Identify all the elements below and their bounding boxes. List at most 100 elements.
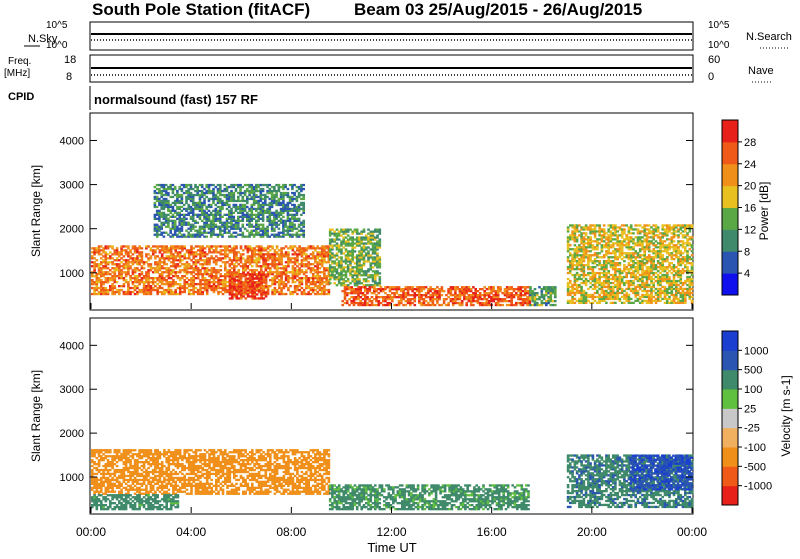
power-cell — [351, 242, 354, 244]
power-cell — [628, 298, 631, 300]
power-cell — [359, 300, 362, 302]
power-cell — [269, 188, 272, 190]
power-cell — [472, 300, 475, 302]
power-cell — [260, 228, 263, 230]
power-cell — [569, 266, 572, 268]
power-cell — [302, 220, 305, 222]
power-cell — [181, 214, 184, 216]
power-cell — [342, 280, 345, 282]
power-cell — [174, 220, 177, 222]
power-cell — [567, 256, 570, 258]
power-cell — [181, 285, 184, 287]
power-cell — [220, 251, 223, 253]
power-cell — [246, 230, 249, 232]
power-cell — [331, 266, 334, 268]
power-cell — [625, 274, 628, 276]
power-cell — [116, 247, 119, 249]
power-cell — [224, 267, 227, 269]
power-cell — [217, 192, 220, 194]
power-cell — [118, 255, 121, 257]
power-cell — [260, 267, 263, 269]
power-cell — [251, 190, 254, 192]
power-cell — [172, 208, 175, 210]
power-cell — [610, 302, 613, 304]
power-cell — [127, 283, 130, 285]
power-cell — [492, 290, 495, 292]
power-cell — [497, 286, 500, 288]
power-cell — [177, 271, 180, 273]
power-cell — [159, 273, 162, 275]
power-cell — [347, 229, 350, 231]
power-cell — [276, 291, 279, 293]
power-cell — [105, 291, 108, 293]
power-cell — [517, 290, 520, 292]
nsearch-label: N.Search — [746, 31, 792, 43]
power-cell — [114, 279, 117, 281]
power-cell — [210, 251, 213, 253]
power-cell — [185, 200, 188, 202]
power-cell — [319, 251, 322, 253]
power-cell — [181, 210, 184, 212]
power-cell — [256, 265, 259, 267]
power-cell — [580, 260, 583, 262]
power-cell — [574, 302, 577, 304]
power-cell — [176, 234, 179, 236]
power-cell — [111, 283, 114, 285]
power-cell — [601, 238, 604, 240]
power-cell — [603, 256, 606, 258]
power-cell — [289, 245, 292, 247]
power-cell — [628, 282, 631, 284]
power-cell — [607, 250, 610, 252]
power-cell — [585, 256, 588, 258]
power-cell — [488, 292, 491, 294]
power-cell — [201, 279, 204, 281]
power-cell — [181, 206, 184, 208]
power-cell — [233, 293, 236, 295]
power-cell — [587, 280, 590, 282]
power-cell — [474, 292, 477, 294]
power-cell — [255, 230, 258, 232]
power-cell — [366, 290, 369, 292]
power-cell — [280, 277, 283, 279]
power-cell — [271, 234, 274, 236]
power-cell — [569, 300, 572, 302]
power-cell — [605, 294, 608, 296]
power-cell — [338, 246, 341, 248]
power-cell — [201, 202, 204, 204]
power-cell — [230, 200, 233, 202]
power-cell — [543, 296, 546, 298]
power-cell — [405, 296, 408, 298]
power-cell — [550, 298, 553, 300]
power-cell — [129, 265, 132, 267]
power-cell — [160, 192, 163, 194]
power-cell — [506, 300, 509, 302]
power-cell — [224, 277, 227, 279]
power-cell — [526, 292, 529, 294]
power-cell — [623, 224, 626, 226]
power-cell — [314, 249, 317, 251]
power-cell — [350, 292, 353, 294]
power-cell — [249, 283, 252, 285]
power-cell — [594, 274, 597, 276]
power-cell — [141, 265, 144, 267]
power-cell — [215, 204, 218, 206]
power-cell — [118, 251, 121, 253]
power-cell — [452, 304, 455, 306]
power-cell — [379, 244, 382, 246]
power-cell — [333, 254, 336, 256]
power-cell — [118, 277, 121, 279]
power-cell — [138, 259, 141, 261]
power-cell — [206, 253, 209, 255]
power-cell — [278, 228, 281, 230]
power-cell — [287, 204, 290, 206]
power-cell — [255, 234, 258, 236]
power-cell — [190, 230, 193, 232]
power-cell — [264, 234, 267, 236]
power-cell — [580, 286, 583, 288]
power-cell — [253, 204, 256, 206]
power-cell — [181, 269, 184, 271]
power-cell — [594, 254, 597, 256]
power-cell — [172, 184, 175, 186]
power-cell — [156, 206, 159, 208]
power-cell — [120, 249, 123, 251]
